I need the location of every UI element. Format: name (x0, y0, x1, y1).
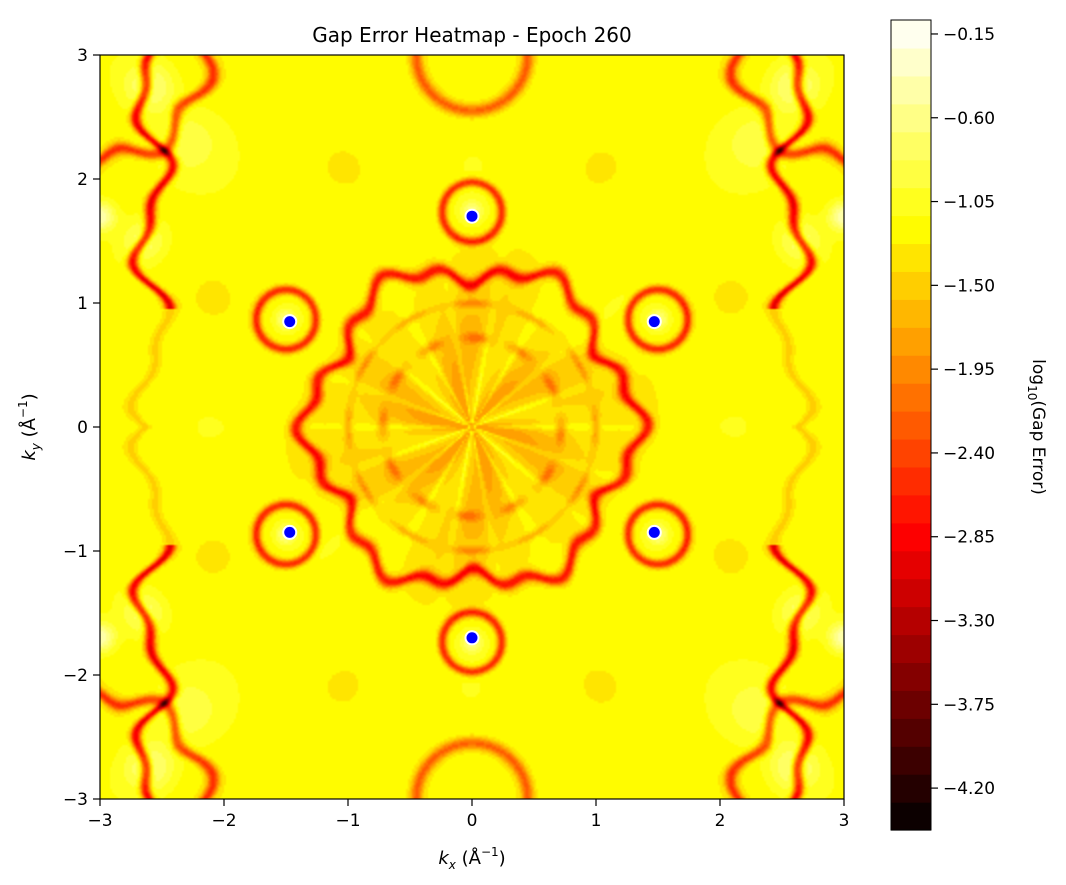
x-axis-label: kx (Å−1) (438, 845, 505, 872)
colorbar-band-19 (891, 271, 931, 300)
x-tick-label-1: −2 (211, 811, 236, 831)
plot-area (99, 54, 845, 800)
y-tick-label-5: 2 (77, 170, 88, 190)
colorbar-band-10 (891, 522, 931, 552)
y-axis-label: ky (Å−1) (16, 393, 43, 460)
colorbar-tick-label-1: −0.60 (943, 109, 995, 129)
colorbar-band-4 (891, 690, 931, 719)
x-tick-label-6: 3 (839, 811, 850, 831)
data-point-0 (466, 210, 478, 222)
x-tick-label-5: 2 (715, 811, 726, 831)
data-point-5 (284, 316, 296, 328)
colorbar-tick-label-6: −2.85 (943, 528, 995, 548)
data-point-2 (648, 526, 660, 538)
x-axis-ticks: −3 −2 −1 0 1 2 3 (87, 799, 849, 831)
colorbar-ticks: −0.15 −0.60 −1.05 −1.50 −1.95 −2.40 −2.85 −3.30… (931, 25, 995, 799)
colorbar-tick-label-5: −2.40 (943, 444, 995, 464)
colorbar-label: log10(Gap Error) (1025, 359, 1048, 495)
colorbar-band-28 (891, 20, 931, 49)
colorbar-band-21 (891, 215, 931, 245)
y-tick-label-6: 3 (77, 46, 88, 66)
colorbar-band-5 (891, 662, 931, 691)
colorbar-band-8 (891, 578, 931, 608)
colorbar-band-18 (891, 299, 931, 328)
colorbar-band-7 (891, 606, 931, 636)
colorbar: −0.15 −0.60 −1.05 −1.50 −1.95 −2.40 −2.85 −3.30… (890, 19, 995, 831)
colorbar-band-22 (891, 187, 931, 217)
colorbar-tick-label-2: −1.05 (943, 193, 995, 213)
colorbar-band-25 (891, 103, 931, 133)
colorbar-band-9 (891, 550, 931, 580)
colorbar-bands (891, 20, 931, 831)
colorbar-band-11 (891, 494, 931, 524)
colorbar-band-2 (891, 746, 931, 775)
colorbar-tick-label-7: −3.30 (943, 612, 995, 632)
x-tick-label-3: 0 (467, 811, 478, 831)
colorbar-band-26 (891, 75, 931, 105)
colorbar-band-13 (891, 438, 931, 468)
colorbar-band-6 (891, 634, 931, 664)
colorbar-band-15 (891, 383, 931, 412)
colorbar-tick-label-3: −1.50 (943, 276, 995, 296)
colorbar-band-12 (891, 466, 931, 496)
x-tick-label-4: 1 (591, 811, 602, 831)
y-tick-label-1: −2 (63, 666, 88, 686)
y-tick-label-3: 0 (77, 418, 88, 438)
data-point-1 (648, 316, 660, 328)
colorbar-tick-label-4: −1.95 (943, 360, 995, 380)
data-point-3 (466, 632, 478, 644)
colorbar-band-0 (891, 802, 931, 831)
x-tick-label-2: −1 (335, 811, 360, 831)
colorbar-band-20 (891, 243, 931, 272)
colorbar-band-16 (891, 355, 931, 384)
y-tick-label-0: −3 (63, 790, 88, 810)
chart-title: Gap Error Heatmap - Epoch 260 (312, 23, 632, 47)
colorbar-band-27 (891, 47, 931, 77)
colorbar-band-14 (891, 411, 931, 440)
heatmap-image (100, 55, 844, 799)
colorbar-band-1 (891, 774, 931, 803)
y-tick-label-2: −1 (63, 542, 88, 562)
data-point-4 (284, 526, 296, 538)
x-tick-label-0: −3 (87, 811, 112, 831)
colorbar-tick-label-9: −4.20 (943, 779, 995, 799)
colorbar-band-24 (891, 131, 931, 161)
colorbar-band-23 (891, 159, 931, 189)
points-layer (282, 208, 662, 646)
colorbar-band-3 (891, 718, 931, 747)
y-axis-ticks: −3 −2 −1 0 1 2 3 (63, 46, 100, 810)
colorbar-tick-label-8: −3.75 (943, 695, 995, 715)
colorbar-tick-label-0: −0.15 (943, 25, 995, 45)
y-tick-label-4: 1 (77, 294, 88, 314)
colorbar-frame (890, 19, 932, 831)
colorbar-band-17 (891, 327, 931, 356)
